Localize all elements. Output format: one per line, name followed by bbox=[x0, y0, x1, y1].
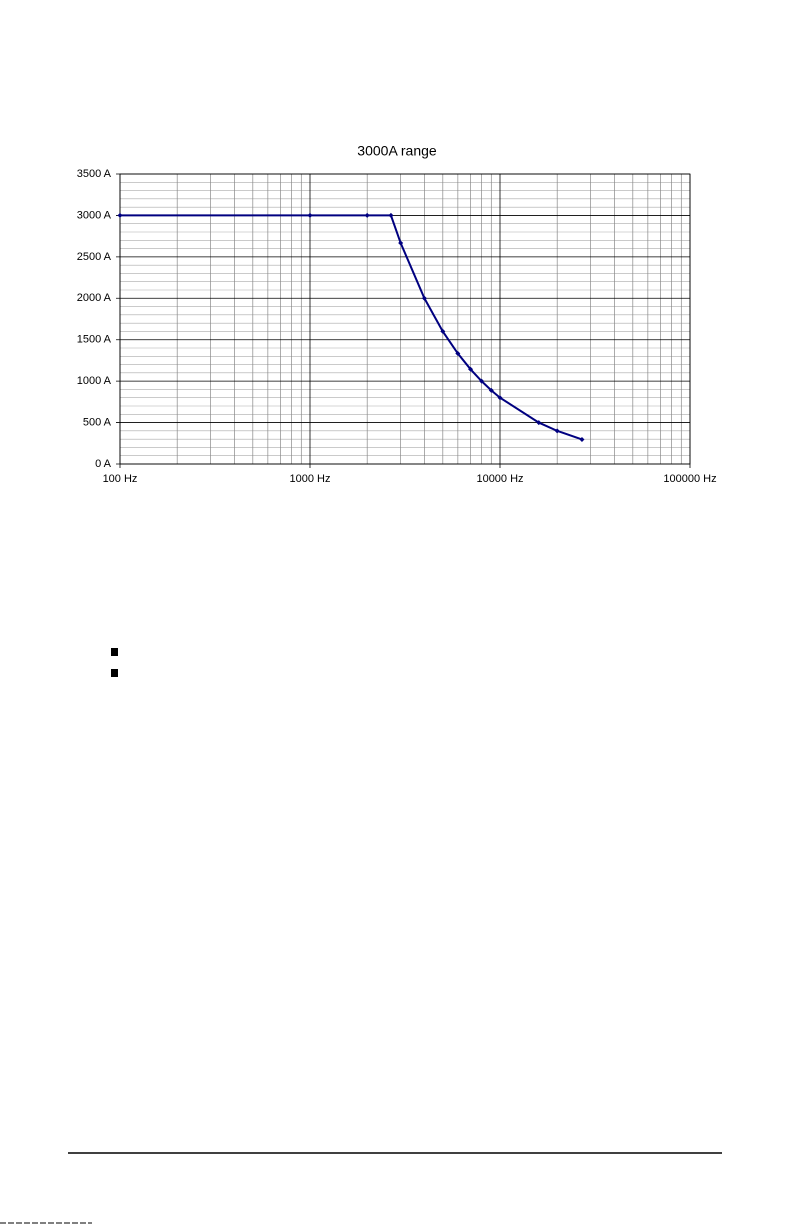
data-point bbox=[364, 212, 370, 218]
x-tick-label: 100000 Hz bbox=[663, 473, 716, 485]
y-tick-label: 500 A bbox=[83, 416, 112, 428]
data-point bbox=[440, 328, 446, 334]
y-tick-label: 2000 A bbox=[77, 292, 112, 304]
data-point bbox=[468, 366, 474, 372]
x-tick-label: 10000 Hz bbox=[476, 473, 523, 485]
data-point bbox=[536, 420, 542, 426]
bullet bbox=[111, 648, 118, 656]
y-tick-label: 2500 A bbox=[77, 251, 112, 263]
y-tick-label: 3500 A bbox=[77, 168, 112, 180]
data-point bbox=[307, 212, 313, 218]
y-tick-label: 3000 A bbox=[77, 209, 112, 221]
plot-frame bbox=[119, 173, 691, 465]
data-point bbox=[421, 295, 427, 301]
bullet bbox=[111, 669, 118, 677]
y-tick-label: 0 A bbox=[95, 458, 112, 470]
data-point bbox=[398, 240, 404, 246]
x-tick-label: 100 Hz bbox=[103, 473, 138, 485]
y-tick-label: 1000 A bbox=[77, 375, 112, 387]
data-point bbox=[388, 212, 394, 218]
data-point bbox=[554, 428, 560, 434]
chart-title: 3000A range bbox=[357, 143, 437, 159]
data-point bbox=[479, 378, 485, 384]
y-tick-label: 1500 A bbox=[77, 334, 112, 346]
data-point bbox=[488, 387, 494, 393]
data-point bbox=[497, 395, 503, 401]
data-point bbox=[117, 212, 123, 218]
data-point bbox=[579, 436, 585, 442]
data-point bbox=[455, 351, 461, 357]
x-tick-label: 1000 Hz bbox=[290, 473, 331, 485]
